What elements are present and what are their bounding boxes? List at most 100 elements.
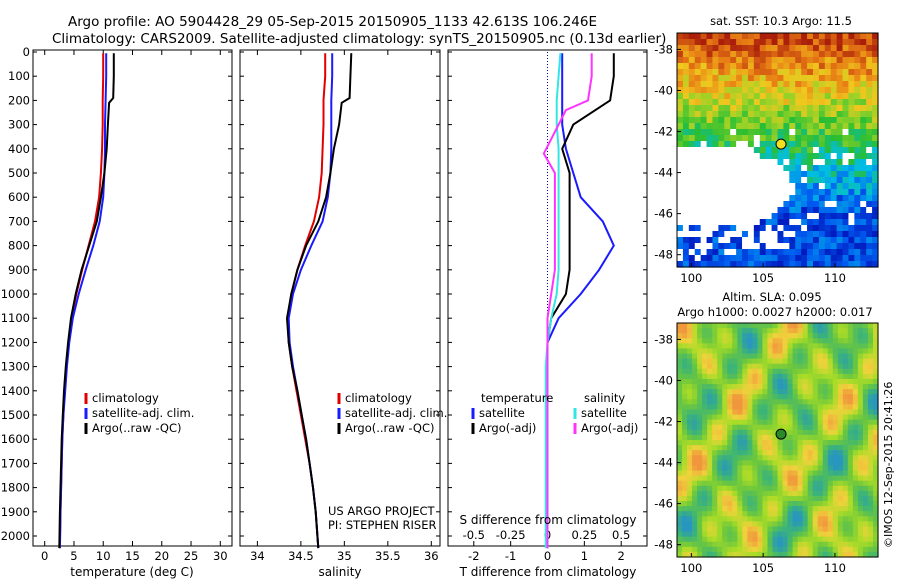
sla-cell bbox=[822, 450, 829, 456]
sla-cell bbox=[682, 485, 688, 492]
sst-cell bbox=[771, 39, 779, 46]
sla-cell bbox=[782, 485, 789, 492]
sst-cell bbox=[866, 147, 873, 154]
sla-cell bbox=[682, 536, 688, 543]
sst-cell bbox=[872, 249, 879, 256]
sst-cell bbox=[718, 129, 725, 136]
sla-cell bbox=[702, 465, 708, 472]
sst-cell bbox=[759, 219, 767, 226]
sla-cell bbox=[792, 404, 799, 411]
sst-cell bbox=[771, 69, 779, 76]
sla-cell bbox=[817, 373, 824, 380]
sla-cell bbox=[817, 333, 824, 339]
sst-cell bbox=[789, 81, 796, 88]
sla-cell bbox=[837, 384, 844, 390]
sst-cell bbox=[677, 207, 684, 214]
sla-cell bbox=[817, 404, 824, 411]
sst-cell bbox=[682, 225, 690, 232]
sla-cell bbox=[872, 384, 879, 390]
sla-cell bbox=[822, 511, 829, 517]
sla-cell bbox=[852, 521, 859, 528]
sla-cell bbox=[677, 368, 683, 375]
sst-cell bbox=[848, 171, 855, 178]
sst-cell bbox=[866, 177, 873, 184]
sla-cell bbox=[817, 353, 824, 360]
sst-cell bbox=[688, 165, 696, 172]
sla-cell bbox=[702, 323, 708, 329]
sla-cell bbox=[682, 475, 688, 482]
sst-cell bbox=[682, 237, 690, 244]
sst-cell bbox=[830, 123, 838, 130]
sst-cell bbox=[765, 57, 773, 64]
sla-cell bbox=[827, 373, 834, 380]
sla-cell bbox=[727, 358, 733, 365]
sla-cell bbox=[837, 358, 844, 365]
sst-cell bbox=[712, 45, 719, 52]
sst-cell bbox=[807, 255, 814, 262]
sst-cell bbox=[753, 189, 761, 196]
sla-cell bbox=[867, 409, 874, 416]
sla-cell bbox=[792, 394, 799, 400]
sst-cell bbox=[860, 207, 867, 214]
sst-cell bbox=[759, 165, 767, 172]
sst-cell bbox=[730, 135, 737, 142]
sla-cell bbox=[807, 363, 814, 370]
legend-label: satellite-adj. clim. bbox=[345, 406, 447, 420]
sla-cell bbox=[802, 434, 809, 441]
sla-cell bbox=[837, 470, 844, 477]
sla-cell bbox=[832, 440, 839, 446]
sst-cell bbox=[830, 93, 838, 100]
sla-cell bbox=[837, 455, 844, 461]
sst-cell bbox=[854, 189, 861, 196]
sla-cell bbox=[747, 333, 753, 339]
sst-cell bbox=[706, 33, 714, 40]
sst-cell bbox=[700, 243, 708, 250]
sst-cell bbox=[795, 135, 802, 142]
sla-cell bbox=[817, 541, 824, 548]
sla-cell bbox=[727, 333, 733, 339]
sst-cell bbox=[688, 153, 696, 160]
sla-cell bbox=[872, 429, 879, 436]
sst-cell bbox=[818, 99, 826, 106]
sla-cell bbox=[777, 531, 784, 538]
sst-cell bbox=[783, 57, 790, 64]
sst-cell bbox=[777, 153, 785, 160]
sla-cell bbox=[837, 531, 844, 538]
sst-cell bbox=[771, 171, 779, 178]
sst-cell bbox=[783, 51, 790, 58]
sla-cell bbox=[842, 465, 849, 472]
sst-cell bbox=[777, 213, 785, 220]
sla-cell bbox=[757, 414, 764, 421]
sla-cell bbox=[792, 450, 799, 456]
sst-cell bbox=[712, 177, 719, 184]
sla-cell bbox=[822, 485, 829, 492]
sla-cell bbox=[722, 465, 728, 472]
sla-cell bbox=[842, 404, 849, 411]
sla-cell bbox=[827, 338, 834, 344]
sst-cell bbox=[771, 81, 779, 88]
y-tick-label: 1700 bbox=[1, 456, 30, 470]
sla-cell bbox=[757, 378, 764, 385]
sst-cell bbox=[812, 33, 820, 40]
sla-cell bbox=[697, 409, 703, 416]
sst-cell bbox=[848, 153, 855, 160]
sst-cell bbox=[872, 135, 879, 142]
sla-cell bbox=[682, 501, 688, 507]
sla-cell bbox=[757, 389, 764, 395]
sst-cell bbox=[848, 81, 855, 88]
sla-cell bbox=[717, 511, 723, 517]
sla-cell bbox=[757, 338, 764, 344]
sla-cell bbox=[797, 378, 804, 385]
sla-cell bbox=[677, 450, 683, 456]
sla-cell bbox=[697, 353, 703, 360]
sst-cell bbox=[747, 213, 755, 220]
sst-cell bbox=[789, 147, 796, 154]
sla-cell bbox=[752, 531, 759, 538]
sla-cell bbox=[852, 440, 859, 446]
sla-cell bbox=[847, 516, 854, 522]
sla-cell bbox=[847, 541, 854, 548]
top-x-tick-label: 0.25 bbox=[572, 528, 598, 542]
sla-cell bbox=[847, 485, 854, 492]
sst-cell bbox=[747, 237, 755, 244]
sla-cell bbox=[812, 521, 819, 528]
